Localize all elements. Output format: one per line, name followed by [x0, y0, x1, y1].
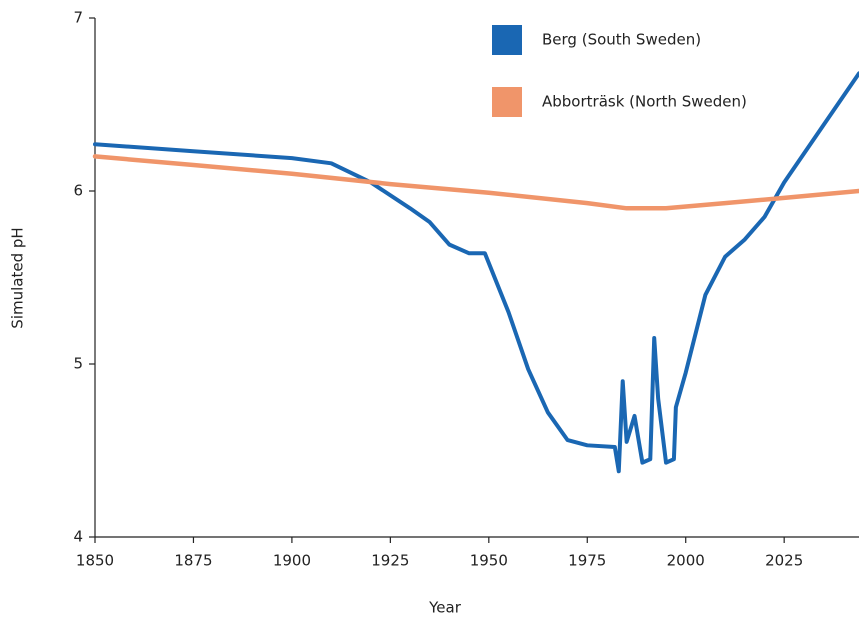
x-tick-label: 2000 [667, 552, 705, 570]
legend-label: Berg (South Sweden) [542, 31, 701, 49]
series-line [92, 154, 859, 211]
y-tick-label: 5 [73, 355, 83, 373]
x-axis-label: Year [428, 599, 462, 617]
x-tick-label: 1950 [470, 552, 508, 570]
legend-swatch [492, 87, 522, 117]
y-tick-label: 6 [73, 182, 83, 200]
x-tick-label: 1875 [174, 552, 212, 570]
legend-swatch [492, 25, 522, 55]
series-line [93, 71, 859, 474]
y-axis-label: Simulated pH [9, 227, 27, 328]
x-tick-label: 1850 [76, 552, 114, 570]
x-tick-label: 1975 [568, 552, 606, 570]
x-tick-label: 2025 [765, 552, 803, 570]
x-tick-label: 1900 [273, 552, 311, 570]
y-tick-label: 7 [73, 9, 83, 27]
x-tick-label: 1925 [371, 552, 409, 570]
legend-label: Abborträsk (North Sweden) [542, 93, 747, 111]
y-tick-label: 4 [73, 528, 83, 546]
